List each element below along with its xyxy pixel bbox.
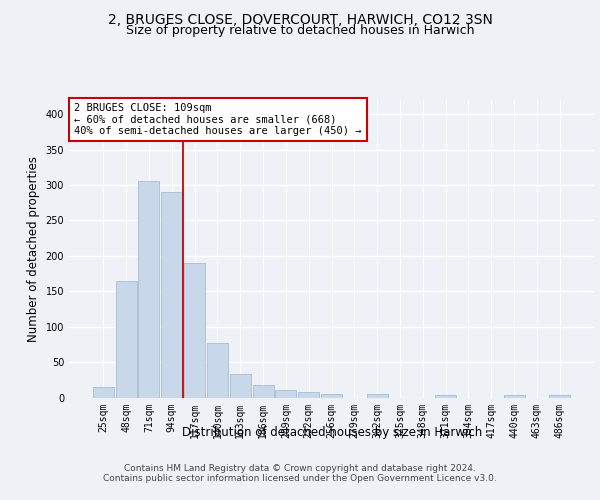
Y-axis label: Number of detached properties: Number of detached properties [27,156,40,342]
Bar [503,396,524,398]
Bar [275,390,296,398]
Text: 2 BRUGES CLOSE: 109sqm
← 60% of detached houses are smaller (668)
40% of semi-de: 2 BRUGES CLOSE: 109sqm ← 60% of detached… [74,103,362,136]
Text: Size of property relative to detached houses in Harwich: Size of property relative to detached ho… [126,24,474,37]
Bar [230,374,251,398]
Bar [184,263,205,398]
Bar [549,396,570,398]
Bar [93,387,114,398]
Bar [435,396,456,398]
Bar [207,343,228,398]
Bar [161,192,182,398]
Bar [298,392,319,398]
Bar [367,394,388,398]
Bar [139,182,160,398]
Text: Contains HM Land Registry data © Crown copyright and database right 2024.: Contains HM Land Registry data © Crown c… [124,464,476,473]
Text: 2, BRUGES CLOSE, DOVERCOURT, HARWICH, CO12 3SN: 2, BRUGES CLOSE, DOVERCOURT, HARWICH, CO… [107,12,493,26]
Bar [116,280,137,398]
Bar [253,385,274,398]
Text: Distribution of detached houses by size in Harwich: Distribution of detached houses by size … [182,426,482,439]
Text: Contains public sector information licensed under the Open Government Licence v3: Contains public sector information licen… [103,474,497,483]
Bar [321,394,342,398]
